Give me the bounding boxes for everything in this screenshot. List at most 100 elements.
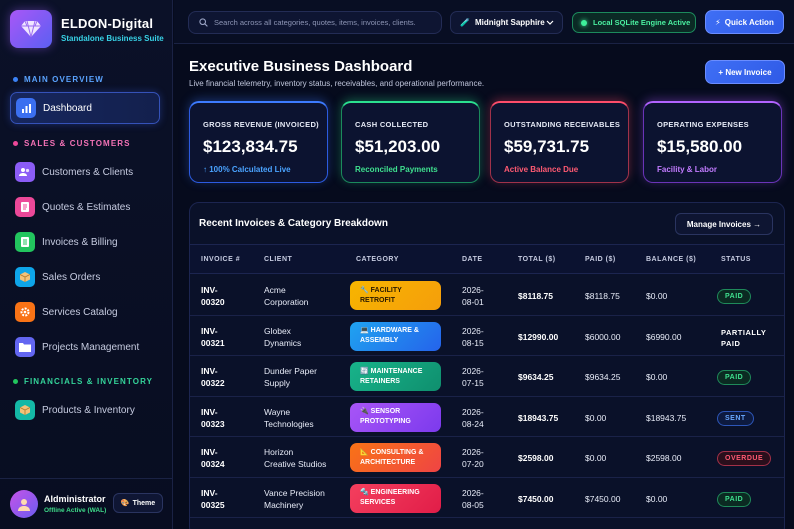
kpi-label: GROSS REVENUE (INVOICED) bbox=[203, 120, 319, 129]
kpi-label: CASH COLLECTED bbox=[355, 120, 429, 129]
sidebar-item-label: Projects Management bbox=[42, 341, 140, 353]
invoice-total: $2598.00 bbox=[518, 453, 554, 463]
invoice-number[interactable]: INV- 00324 bbox=[201, 447, 225, 469]
kpi-value: $59,731.75 bbox=[504, 137, 590, 156]
column-header[interactable]: CLIENT bbox=[264, 256, 293, 263]
section-dot-icon bbox=[13, 77, 18, 82]
table-header: INVOICE # CLIENT CATEGORY DATE TOTAL ($)… bbox=[190, 244, 784, 274]
invoice-number[interactable]: INV- 00323 bbox=[201, 406, 225, 429]
new-invoice-button[interactable]: + New Invoice bbox=[705, 60, 785, 84]
kpi-value: $123,834.75 bbox=[203, 137, 298, 156]
kpi-value: $51,203.00 bbox=[355, 137, 441, 156]
sidebar-item-quotes[interactable]: Quotes & Estimates bbox=[10, 191, 160, 223]
client-name: Vance Precision Machinery bbox=[264, 487, 325, 510]
invoice-paid: $7450.00 bbox=[585, 493, 621, 504]
theme-select-value: Midnight Sapphire bbox=[474, 18, 545, 27]
invoice-number[interactable]: INV- 00320 bbox=[201, 285, 225, 307]
kpi-label: OPERATING EXPENSES bbox=[657, 120, 749, 129]
chart-icon bbox=[16, 98, 36, 118]
column-header[interactable]: DATE bbox=[462, 256, 483, 263]
invoice-balance: $6990.00 bbox=[646, 331, 682, 342]
invoice-paid: $6000.00 bbox=[585, 331, 621, 342]
top-bar: Search across all categories, quotes, it… bbox=[174, 0, 794, 44]
page-subtitle: Live financial telemetry, inventory stat… bbox=[189, 79, 485, 88]
category-badge: 🔧 FACILITY RETROFIT bbox=[350, 281, 441, 310]
box-icon bbox=[15, 267, 35, 287]
table-row[interactable]: INV- 00325 Vance Precision Machinery 🔩 ENGIN… bbox=[190, 478, 784, 518]
invoice-date: 2026- 08-01 bbox=[462, 285, 484, 307]
invoice-date: 2026- 07-20 bbox=[462, 447, 484, 469]
kpi-card-outstanding-receivables: OUTSTANDING RECEIVABLES $59,731.75 Activ… bbox=[490, 101, 629, 183]
sidebar-item-label: Services Catalog bbox=[42, 306, 118, 318]
invoice-date: 2026- 08-24 bbox=[462, 406, 484, 429]
invoice-date: 2026- 08-05 bbox=[462, 487, 484, 510]
manage-invoices-button[interactable]: Manage Invoices → bbox=[675, 213, 773, 235]
table-row[interactable]: INV- 00322 Dunder Paper Supply 🔄 MAINTENANCE… bbox=[190, 356, 784, 397]
invoice-icon bbox=[15, 232, 35, 252]
section-label: FINANCIALS & INVENTORY bbox=[24, 377, 154, 386]
invoice-number[interactable]: INV- 00321 bbox=[201, 325, 225, 348]
kpi-card-gross-revenue: GROSS REVENUE (INVOICED) $123,834.75 ↑ 1… bbox=[189, 101, 328, 183]
invoice-number[interactable]: INV- 00325 bbox=[201, 487, 225, 510]
brand[interactable]: ELDON-Digital Standalone Business Suite bbox=[10, 10, 170, 48]
category-badge: 🔌 SENSOR PROTOTYPING bbox=[350, 402, 441, 432]
diamond-logo-icon bbox=[10, 10, 52, 48]
invoice-paid: $8118.75 bbox=[585, 291, 620, 301]
sidebar-item-label: Quotes & Estimates bbox=[42, 201, 131, 213]
column-header[interactable]: BALANCE ($) bbox=[646, 256, 697, 263]
client-name: Wayne Technologies bbox=[264, 406, 314, 429]
status-badge: OVERDUE bbox=[717, 451, 772, 466]
sidebar-item-label: Customers & Clients bbox=[42, 166, 134, 178]
sidebar-item-services[interactable]: Services Catalog bbox=[10, 296, 160, 328]
column-header[interactable]: CATEGORY bbox=[356, 256, 399, 263]
column-header[interactable]: PAID ($) bbox=[585, 256, 616, 263]
sidebar-item-invoices[interactable]: Invoices & Billing bbox=[10, 226, 160, 258]
section-sales-customers: SALES & CUSTOMERS bbox=[13, 139, 131, 148]
status-badge: PAID bbox=[717, 289, 752, 304]
user-status: Offline Active (WAL) bbox=[44, 507, 107, 514]
kpi-note: ↑ 100% Calculated Live bbox=[203, 165, 291, 174]
status-badge: SENT bbox=[717, 410, 754, 426]
users-icon bbox=[15, 162, 35, 182]
table-row[interactable]: INV- 00320 Acme Corporation 🔧 FACILITY RETROF… bbox=[190, 275, 784, 316]
quick-action-label: Quick Action bbox=[724, 17, 774, 27]
column-header[interactable]: TOTAL ($) bbox=[518, 256, 556, 263]
kpi-card-cash-collected: CASH COLLECTED $51,203.00 Reconciled Pay… bbox=[341, 101, 480, 183]
invoice-total: $18943.75 bbox=[518, 412, 559, 423]
invoices-panel: Recent Invoices & Category Breakdown Man… bbox=[189, 202, 785, 529]
kpi-note: Reconciled Payments bbox=[355, 165, 438, 174]
brand-name: ELDON-Digital bbox=[61, 15, 154, 31]
sidebar-item-products[interactable]: Products & Inventory bbox=[10, 394, 160, 426]
category-badge: 🔩 ENGINEERING SERVICES bbox=[350, 483, 441, 513]
search-icon bbox=[199, 18, 208, 27]
section-dot-icon bbox=[13, 141, 18, 146]
client-name: Dunder Paper Supply bbox=[264, 366, 317, 388]
sidebar-item-dashboard[interactable]: Dashboard bbox=[10, 92, 160, 124]
table-row[interactable]: INV- 00324 Horizon Creative Studios 📐 CONSUL… bbox=[190, 437, 784, 478]
quick-action-button[interactable]: ⚡ Quick Action bbox=[705, 10, 784, 34]
category-badge: 🔄 MAINTENANCE RETAINERS bbox=[350, 362, 441, 391]
table-row[interactable]: INV- 00323 Wayne Technologies 🔌 SENSOR PROTOT… bbox=[190, 397, 784, 437]
avatar[interactable] bbox=[10, 490, 38, 518]
sidebar-item-projects[interactable]: Projects Management bbox=[10, 331, 160, 363]
brand-subtitle: Standalone Business Suite bbox=[61, 33, 164, 43]
sidebar-item-sales-orders[interactable]: Sales Orders bbox=[10, 261, 160, 293]
user-name: AIdministrator bbox=[44, 494, 106, 504]
page-title: Executive Business Dashboard bbox=[189, 58, 413, 75]
column-header[interactable]: STATUS bbox=[721, 256, 751, 263]
db-status-badge: Local SQLite Engine Active bbox=[572, 12, 696, 33]
invoice-total: $8118.75 bbox=[518, 291, 553, 301]
theme-button-label: Theme bbox=[132, 499, 156, 507]
client-name: Acme Corporation bbox=[264, 285, 309, 307]
quote-icon bbox=[15, 197, 35, 217]
sidebar-item-customers[interactable]: Customers & Clients bbox=[10, 156, 160, 188]
column-header[interactable]: INVOICE # bbox=[201, 256, 241, 263]
invoice-paid: $9634.25 bbox=[585, 372, 621, 382]
invoice-balance: $2598.00 bbox=[646, 453, 682, 463]
invoice-balance: $0.00 bbox=[646, 493, 668, 504]
table-row[interactable]: INV- 00321 Globex Dynamics 💻 HARDWARE & ASSEM… bbox=[190, 316, 784, 356]
theme-select[interactable]: 🧪 Midnight Sapphire bbox=[450, 11, 563, 34]
invoice-number[interactable]: INV- 00322 bbox=[201, 366, 225, 388]
theme-button[interactable]: 🎨 Theme bbox=[113, 493, 163, 513]
search-input[interactable]: Search across all categories, quotes, it… bbox=[188, 11, 442, 34]
